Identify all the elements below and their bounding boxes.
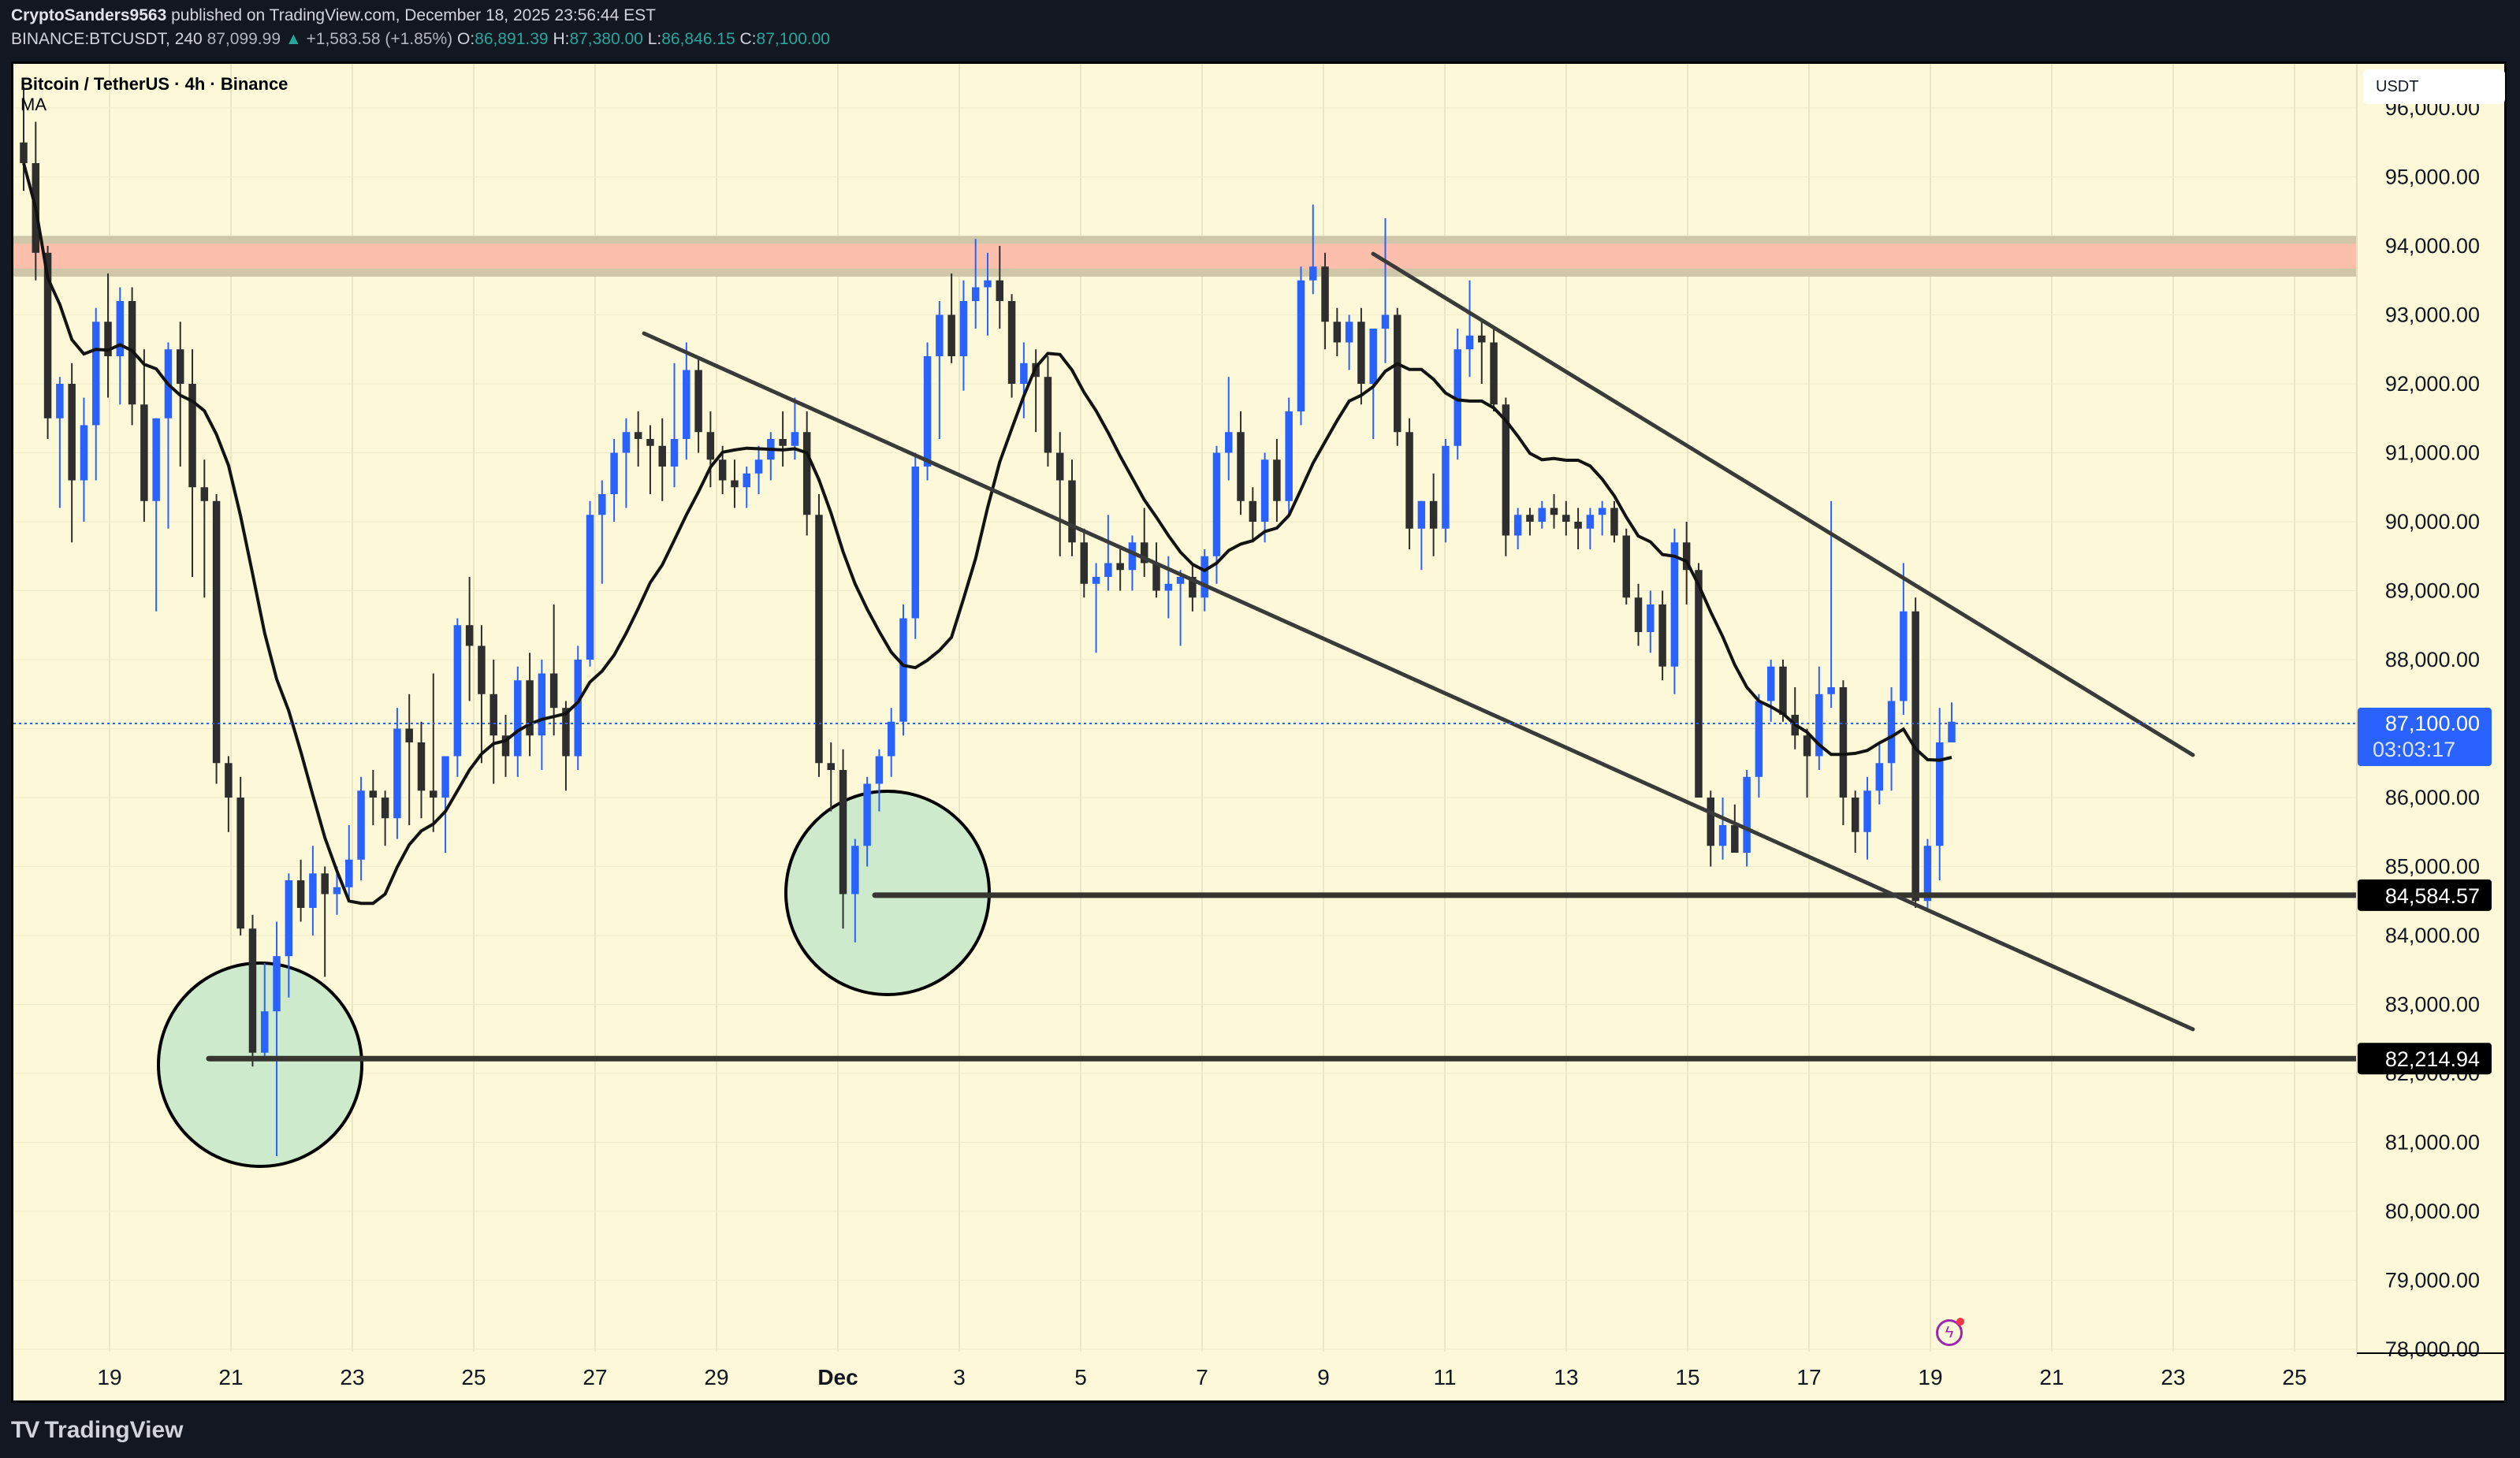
price-tick: 84,000.00 (2385, 924, 2480, 947)
last-price: 87,099.99 (207, 30, 281, 48)
open-value: 86,891.39 (475, 30, 549, 48)
time-tick: 9 (1317, 1365, 1330, 1389)
price-tick: 95,000.00 (2385, 166, 2480, 189)
time-tick: 29 (704, 1365, 728, 1389)
time-tick: 21 (2039, 1365, 2064, 1389)
close-label: C: (739, 30, 757, 48)
price-tick: 85,000.00 (2385, 855, 2480, 879)
brand-name: TradingView (44, 1417, 184, 1443)
indicator-ma-label[interactable]: MA (20, 95, 47, 114)
time-tick: 5 (1074, 1365, 1087, 1389)
price-tick: 92,000.00 (2385, 372, 2480, 396)
symbol-info-line: BINANCE:BTCUSDT, 240 87,099.99 ▲ +1,583.… (11, 30, 830, 49)
low-value: 86,846.15 (661, 30, 735, 48)
price-tick: 93,000.00 (2385, 303, 2480, 327)
price-tick: 83,000.00 (2385, 993, 2480, 1017)
price-tick: 90,000.00 (2385, 510, 2480, 534)
publication-line: CryptoSanders9563 published on TradingVi… (11, 6, 656, 25)
time-tick: 19 (1918, 1365, 1942, 1389)
time-tick: 25 (2282, 1365, 2306, 1389)
price-tick: 86,000.00 (2385, 786, 2480, 809)
currency-button[interactable]: USDT (2363, 69, 2505, 104)
tradingview-logo[interactable]: TV TradingView (11, 1411, 184, 1450)
time-tick: 23 (2161, 1365, 2185, 1389)
triangle-up-icon: ▲ (285, 30, 302, 48)
lightning-icon[interactable]: ϟ (1936, 1318, 1964, 1346)
open-label: O: (456, 30, 475, 48)
price-tick: 79,000.00 (2385, 1269, 2480, 1292)
high-value: 87,380.00 (569, 30, 643, 48)
author-name[interactable]: CryptoSanders9563 (11, 6, 167, 24)
time-tick: 19 (97, 1365, 121, 1389)
close-value: 87,100.00 (756, 30, 830, 48)
high-label: H: (553, 30, 570, 48)
symbol-title[interactable]: Bitcoin / TetherUS · 4h · Binance (20, 74, 288, 94)
time-tick: 11 (1433, 1365, 1456, 1389)
price-tick: 88,000.00 (2385, 648, 2480, 671)
symbol-label: BINANCE:BTCUSDT, 240 (11, 30, 203, 48)
price-tick: 89,000.00 (2385, 579, 2480, 603)
svg-text:03:03:17: 03:03:17 (2373, 738, 2455, 761)
tv-logo-icon: TV (11, 1417, 39, 1443)
time-tick: 21 (218, 1365, 243, 1389)
price-change: +1,583.58 (+1.85%) (306, 30, 453, 48)
time-tick: 27 (583, 1365, 607, 1389)
low-label: L: (647, 30, 662, 48)
price-tick: 78,000.00 (2385, 1337, 2480, 1361)
swing-low-circle (157, 961, 363, 1168)
time-tick: 3 (953, 1365, 966, 1389)
time-tick: 23 (340, 1365, 364, 1389)
price-tick: 81,000.00 (2385, 1131, 2480, 1155)
time-tick: 7 (1196, 1365, 1208, 1389)
time-tick: 17 (1796, 1365, 1821, 1389)
time-tick: Dec (817, 1365, 858, 1389)
svg-text:87,100.00: 87,100.00 (2385, 712, 2480, 735)
notification-dot (1956, 1318, 1964, 1326)
svg-text:82,214.94: 82,214.94 (2385, 1047, 2480, 1071)
time-tick: 13 (1554, 1365, 1578, 1389)
price-tick: 91,000.00 (2385, 441, 2480, 465)
time-tick: 15 (1675, 1365, 1699, 1389)
price-tick: 80,000.00 (2385, 1200, 2480, 1223)
svg-text:84,584.57: 84,584.57 (2385, 884, 2480, 908)
publication-header: CryptoSanders9563 published on TradingVi… (0, 0, 2520, 61)
chart-legend: Bitcoin / TetherUS · 4h · Binance MA (20, 74, 288, 115)
moving-average-line (22, 162, 1952, 906)
time-tick: 25 (461, 1365, 486, 1389)
chart-pane[interactable] (11, 61, 2507, 1403)
price-tick: 94,000.00 (2385, 234, 2480, 258)
publish-info: published on TradingView.com, December 1… (171, 6, 656, 24)
candles (20, 87, 1956, 1156)
